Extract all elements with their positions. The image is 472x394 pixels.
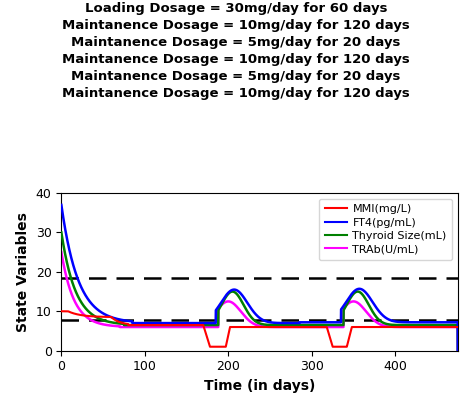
Legend: MMI(mg/L), FT4(pg/mL), Thyroid Size(mL), TRAb(U/mL): MMI(mg/L), FT4(pg/mL), Thyroid Size(mL),… [319, 199, 452, 260]
Y-axis label: State Variables: State Variables [16, 212, 30, 332]
Text: Loading Dosage = 30mg/day for 60 days
Maintanence Dosage = 10mg/day for 120 days: Loading Dosage = 30mg/day for 60 days Ma… [62, 2, 410, 100]
X-axis label: Time (in days): Time (in days) [204, 379, 315, 393]
